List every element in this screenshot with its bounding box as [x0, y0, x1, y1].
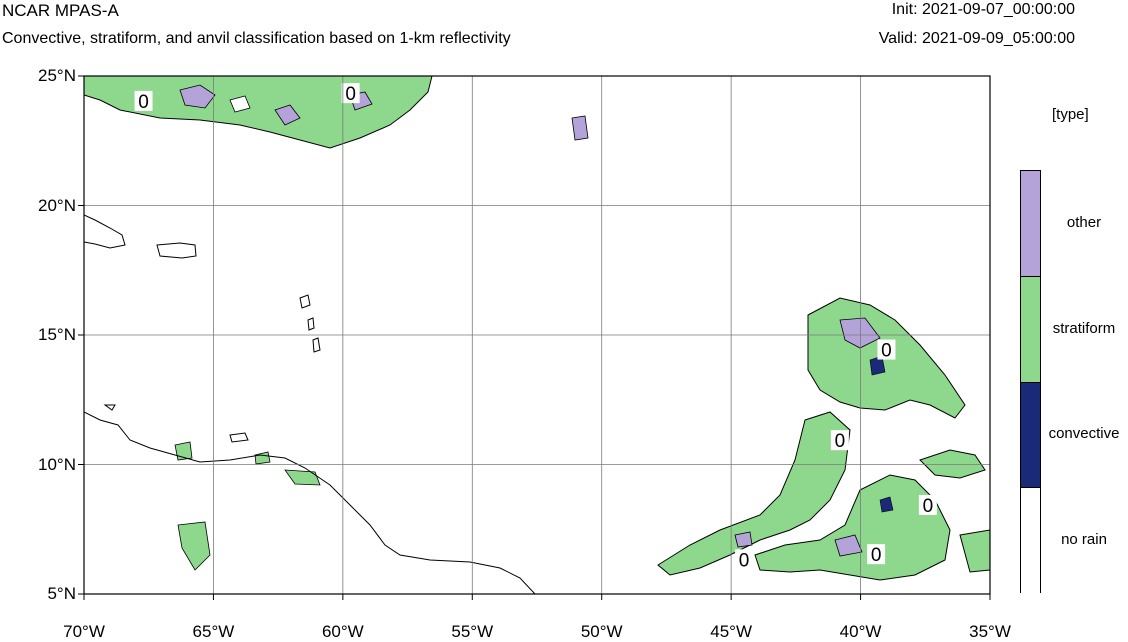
precip-area-east-lower	[657, 411, 990, 581]
contour-label-bg	[341, 83, 360, 104]
contour-label-bg	[918, 494, 937, 515]
map-subtitle: Convective, stratiform, and anvil classi…	[2, 30, 511, 47]
valid-time: Valid: 2021-09-09_05:00:00	[878, 30, 1075, 47]
contour-label-bg	[134, 90, 153, 111]
contour-label: 0	[739, 550, 750, 571]
contour-label: 0	[835, 431, 846, 452]
legend-label: stratiform	[1052, 319, 1116, 337]
lat-tick-label: 20°N	[38, 195, 76, 215]
legend-label: no rain	[1061, 531, 1107, 549]
contour-label: 0	[881, 341, 892, 362]
contour-label-bg	[867, 544, 886, 565]
map-title: NCAR MPAS-A	[2, 1, 119, 20]
legend-colorbar	[1020, 170, 1041, 594]
lat-tick-label: 5°N	[47, 584, 76, 603]
lon-tick-label: 60°W	[321, 622, 364, 641]
lat-tick-label: 10°N	[38, 454, 76, 474]
contour-label-bg	[877, 339, 896, 360]
legend-swatch-no-rain	[1021, 488, 1040, 594]
contour-labels: 0 0 0 0 0 0 0	[134, 83, 937, 571]
legend-label: other	[1066, 213, 1102, 231]
grid-lines	[84, 76, 990, 594]
lon-tick-label: 50°W	[580, 622, 623, 641]
contour-label: 0	[138, 92, 149, 113]
legend-swatch-other	[1021, 171, 1040, 277]
contour-label: 0	[871, 545, 882, 566]
lon-tick-label: 35°W	[969, 622, 1011, 641]
precip-area-north	[84, 76, 433, 149]
lon-tick-label: 65°W	[192, 622, 235, 641]
lon-tick-label: 70°W	[63, 622, 105, 641]
lon-tick-label: 55°W	[451, 622, 494, 641]
legend-swatch-stratiform	[1021, 276, 1040, 383]
precip-area-small	[174, 115, 589, 571]
init-time: Init: 2021-09-07_00:00:00	[891, 1, 1075, 18]
lat-tick-label: 25°N	[38, 66, 76, 85]
contour-label-bg	[830, 430, 849, 451]
legend-swatch-convective	[1021, 382, 1040, 489]
tick-marks	[78, 75, 991, 600]
contour-label: 0	[923, 496, 934, 517]
lat-tick-label: 15°N	[38, 325, 76, 344]
legend-label: convective	[1048, 425, 1120, 443]
legend-unit: [type]	[1052, 106, 1089, 123]
lon-tick-label: 45°W	[710, 622, 753, 641]
lon-tick-label: 40°W	[839, 622, 882, 641]
coastlines	[84, 214, 536, 594]
contour-label-bg	[735, 549, 754, 570]
contour-label: 0	[345, 84, 356, 105]
